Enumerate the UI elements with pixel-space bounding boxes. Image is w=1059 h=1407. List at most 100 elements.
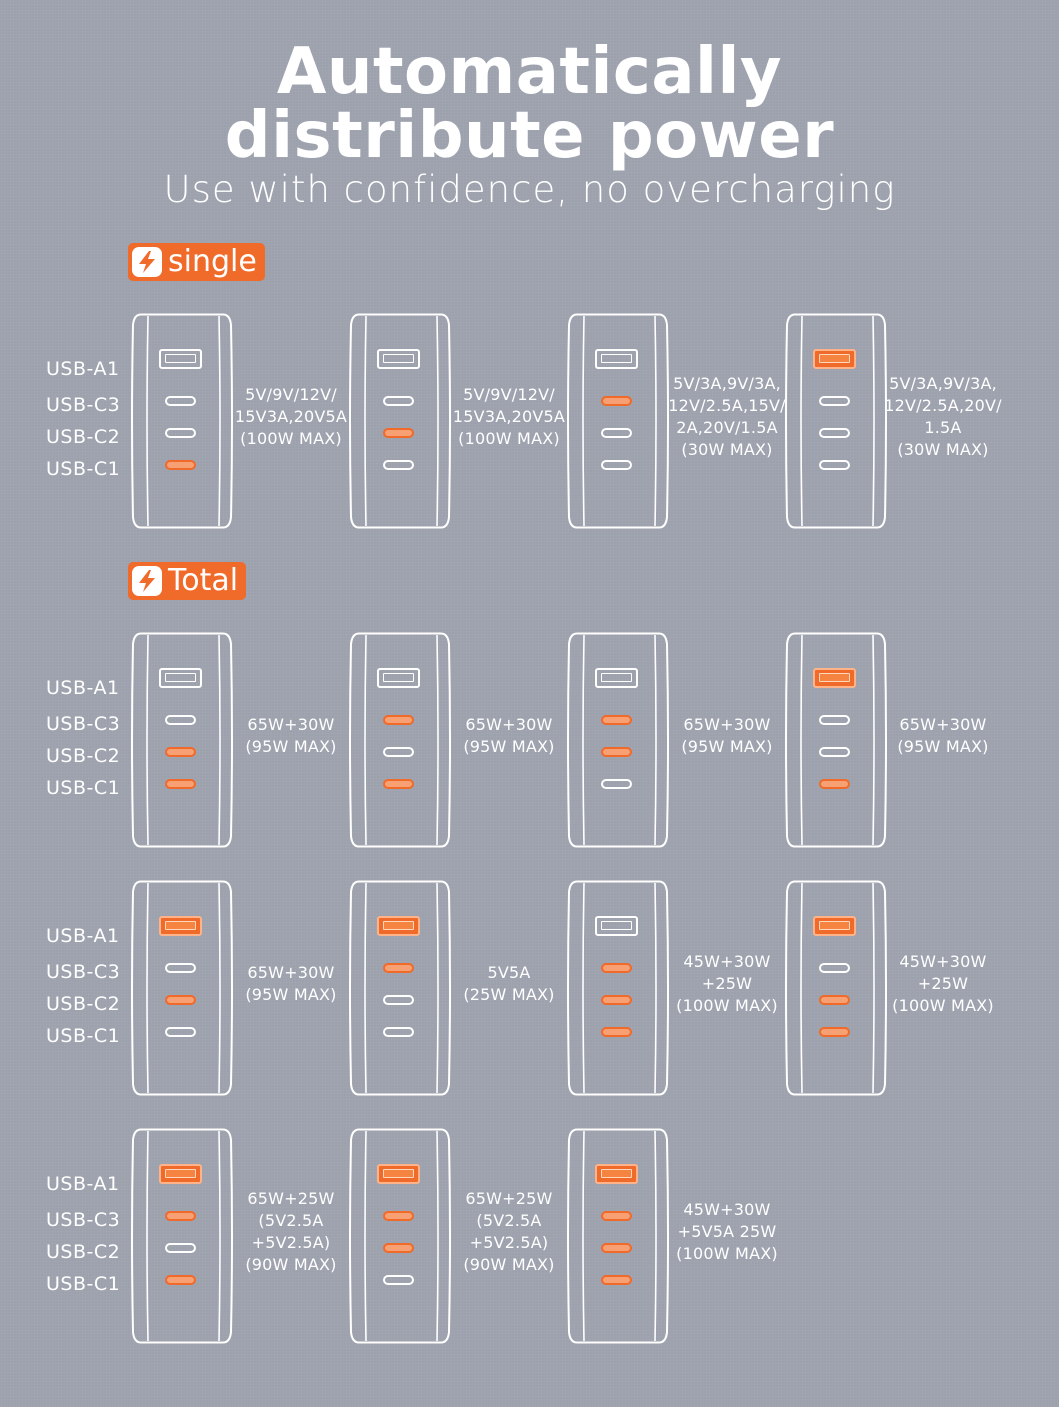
title-line-2: distribute power [224, 99, 835, 173]
port-label: USB-C2 [46, 426, 121, 448]
usb-c1-port-icon [383, 1275, 414, 1285]
power-spec: 5V/3A,9V/3A, 12V/2.5A,20V/ 1.5A (30W MAX… [884, 374, 1002, 459]
lightning-icon [139, 570, 155, 592]
usb-a1-port-icon [159, 349, 202, 369]
usb-a1-port-icon [813, 349, 856, 369]
power-spec: 65W+25W (5V2.5A +5V2.5A) (90W MAX) [463, 1189, 555, 1274]
usb-c3-port-icon [165, 396, 196, 406]
usb-c1-port-icon [601, 779, 632, 789]
port-label: USB-A1 [46, 925, 120, 947]
port-label: USB-C1 [46, 1025, 121, 1047]
charger-diagram [349, 313, 451, 529]
charger-diagram [785, 632, 887, 848]
usb-a1-port-icon [159, 1164, 202, 1184]
usb-c1-port-icon [601, 1027, 632, 1037]
section-badge-single: single [128, 243, 265, 281]
usb-c1-port-icon [819, 779, 850, 789]
port-label: USB-C2 [46, 993, 121, 1015]
usb-c1-port-icon [383, 1027, 414, 1037]
usb-c1-port-icon [383, 460, 414, 470]
charger-outline [785, 880, 887, 1096]
port-label: USB-C2 [46, 745, 121, 767]
charger-diagram [131, 880, 233, 1096]
power-spec: 45W+30W +25W (100W MAX) [676, 952, 778, 1015]
usb-a1-port-icon [595, 916, 638, 936]
charger-diagram [131, 313, 233, 529]
charger-diagram [131, 1128, 233, 1344]
usb-c3-port-icon [601, 963, 632, 973]
usb-c1-port-icon [819, 460, 850, 470]
usb-a1-port-icon [377, 1164, 420, 1184]
usb-a1-port-icon [813, 916, 856, 936]
usb-c3-port-icon [165, 963, 196, 973]
usb-a1-port-icon [595, 349, 638, 369]
port-label: USB-C1 [46, 458, 121, 480]
power-spec: 65W+30W (95W MAX) [681, 715, 773, 756]
usb-c2-port-icon [165, 428, 196, 438]
usb-c2-port-icon [165, 1243, 196, 1253]
usb-c2-port-icon [383, 995, 414, 1005]
usb-c3-port-icon [819, 963, 850, 973]
charger-outline [567, 313, 669, 529]
usb-c2-port-icon [383, 747, 414, 757]
usb-c3-port-icon [601, 715, 632, 725]
section-label: single [168, 244, 257, 279]
usb-c2-port-icon [601, 747, 632, 757]
charger-outline [567, 632, 669, 848]
usb-c2-port-icon [383, 1243, 414, 1253]
charger-outline [567, 1128, 669, 1344]
usb-c3-port-icon [383, 1211, 414, 1221]
usb-c2-port-icon [601, 995, 632, 1005]
power-spec: 5V5A (25W MAX) [463, 963, 555, 1004]
lightning-icon [139, 251, 155, 273]
usb-c3-port-icon [383, 396, 414, 406]
charger-diagram [567, 1128, 669, 1344]
charger-outline [349, 1128, 451, 1344]
port-label: USB-C1 [46, 777, 121, 799]
usb-a1-port-icon [377, 668, 420, 688]
usb-c2-port-icon [819, 747, 850, 757]
usb-a1-port-icon [595, 668, 638, 688]
charger-outline [785, 313, 887, 529]
power-spec: 65W+30W (95W MAX) [245, 963, 337, 1004]
power-spec: 65W+30W (95W MAX) [245, 715, 337, 756]
title-line-1: Automatically [276, 35, 783, 109]
power-spec: 65W+30W (95W MAX) [897, 715, 989, 756]
charger-diagram [785, 313, 887, 529]
usb-c2-port-icon [165, 995, 196, 1005]
usb-c1-port-icon [165, 460, 196, 470]
charger-outline [349, 313, 451, 529]
usb-c3-port-icon [165, 715, 196, 725]
usb-a1-port-icon [159, 916, 202, 936]
charger-outline [349, 880, 451, 1096]
usb-c3-port-icon [819, 715, 850, 725]
usb-c1-port-icon [601, 1275, 632, 1285]
usb-c2-port-icon [601, 1243, 632, 1253]
section-badge-total: Total [128, 562, 247, 600]
port-label: USB-C3 [46, 713, 121, 735]
lightning-badge-icon [132, 247, 162, 277]
charger-outline [131, 632, 233, 848]
port-label: USB-A1 [46, 677, 120, 699]
usb-c3-port-icon [165, 1211, 196, 1221]
charger-diagram [785, 880, 887, 1096]
usb-c3-port-icon [601, 1211, 632, 1221]
usb-c2-port-icon [601, 428, 632, 438]
usb-c3-port-icon [383, 715, 414, 725]
port-label: USB-A1 [46, 358, 120, 380]
usb-c2-port-icon [165, 747, 196, 757]
charger-diagram [567, 632, 669, 848]
charger-outline [349, 632, 451, 848]
port-label: USB-C3 [46, 1209, 121, 1231]
port-label: USB-C3 [46, 961, 121, 983]
subtitle: Use with confidence, no overcharging [163, 168, 896, 211]
port-label: USB-C2 [46, 1241, 121, 1263]
power-spec: 65W+25W (5V2.5A +5V2.5A) (90W MAX) [245, 1189, 337, 1274]
power-spec: 45W+30W +5V5A 25W (100W MAX) [676, 1200, 778, 1263]
section-label: Total [168, 563, 239, 598]
usb-a1-port-icon [377, 916, 420, 936]
usb-c1-port-icon [165, 1027, 196, 1037]
usb-c2-port-icon [819, 995, 850, 1005]
power-spec: 5V/9V/12V/ 15V3A,20V5A (100W MAX) [234, 385, 348, 448]
charger-outline [567, 880, 669, 1096]
